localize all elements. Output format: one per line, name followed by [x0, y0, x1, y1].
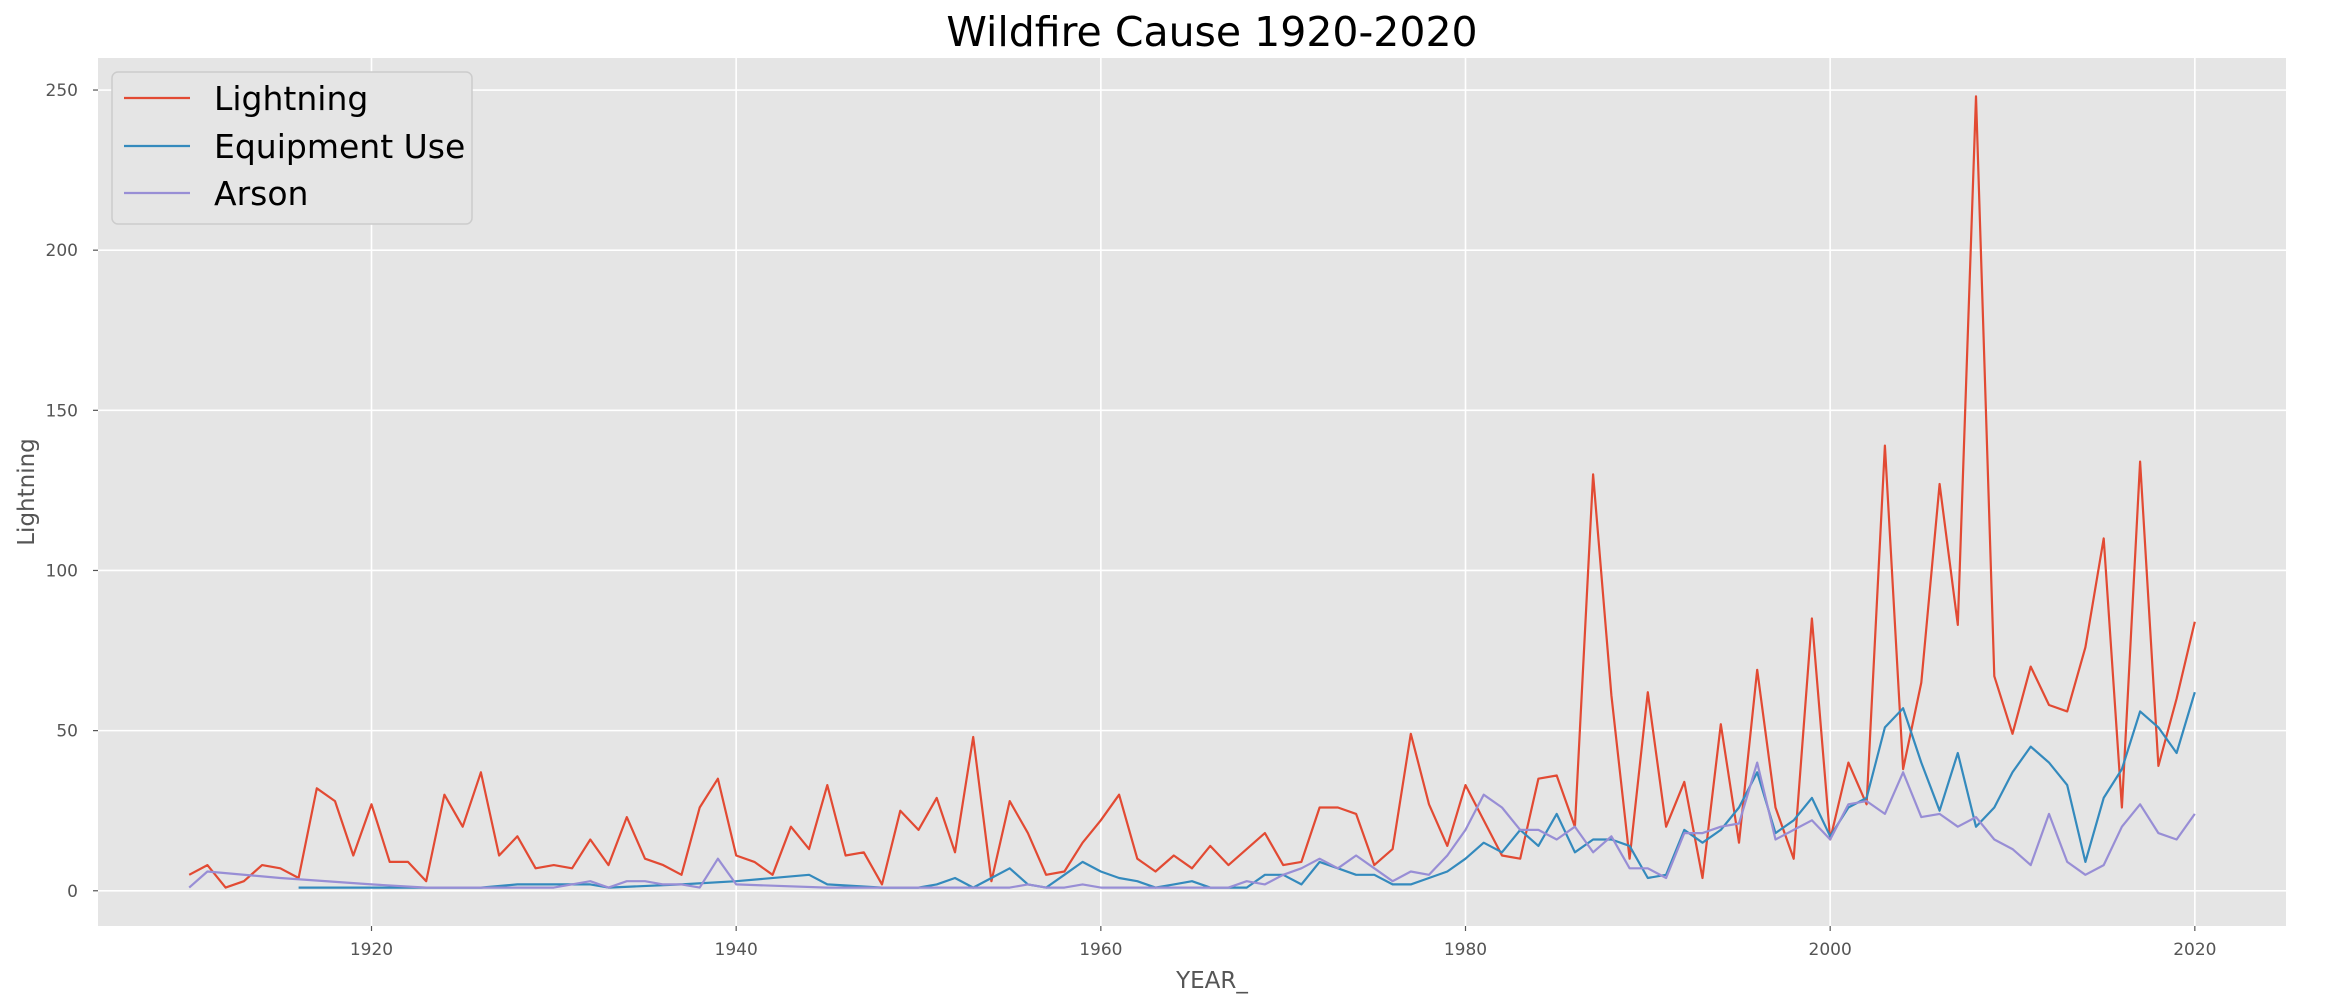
series-lines — [188, 95, 2196, 889]
y-tick-label: 0 — [67, 882, 78, 902]
y-tick-label: 150 — [46, 401, 78, 421]
y-axis-ticks: 0 50 100 150 200 250 — [46, 81, 98, 902]
x-tick-label: 2000 — [1809, 940, 1852, 960]
grid-lines — [98, 58, 2286, 926]
legend-label-lightning: Lightning — [214, 79, 368, 118]
legend: Lightning Equipment Use Arson — [111, 71, 473, 225]
x-axis-label: YEAR_ — [1175, 968, 1248, 994]
x-axis-ticks: 1920 1940 1960 1980 2000 2020 — [350, 926, 2216, 960]
series-line-arson — [188, 761, 2196, 889]
x-tick-label: 1940 — [715, 940, 758, 960]
y-axis-label: Lightning — [14, 438, 40, 546]
y-tick-label: 200 — [46, 241, 78, 261]
chart-title: Wildfire Cause 1920-2020 — [946, 8, 1477, 56]
legend-box — [111, 71, 473, 225]
y-tick-label: 50 — [56, 722, 78, 742]
x-tick-label: 2020 — [2173, 940, 2216, 960]
x-tick-label: 1960 — [1079, 940, 1122, 960]
x-tick-label: 1920 — [350, 940, 393, 960]
y-tick-label: 250 — [46, 81, 78, 101]
x-tick-label: 1980 — [1444, 940, 1487, 960]
legend-label-arson: Arson — [214, 174, 308, 213]
series-line-lightning — [188, 95, 2196, 889]
legend-label-equipment-use: Equipment Use — [214, 127, 465, 166]
series-line-equipment-use — [298, 691, 2196, 889]
y-tick-label: 100 — [46, 561, 78, 581]
